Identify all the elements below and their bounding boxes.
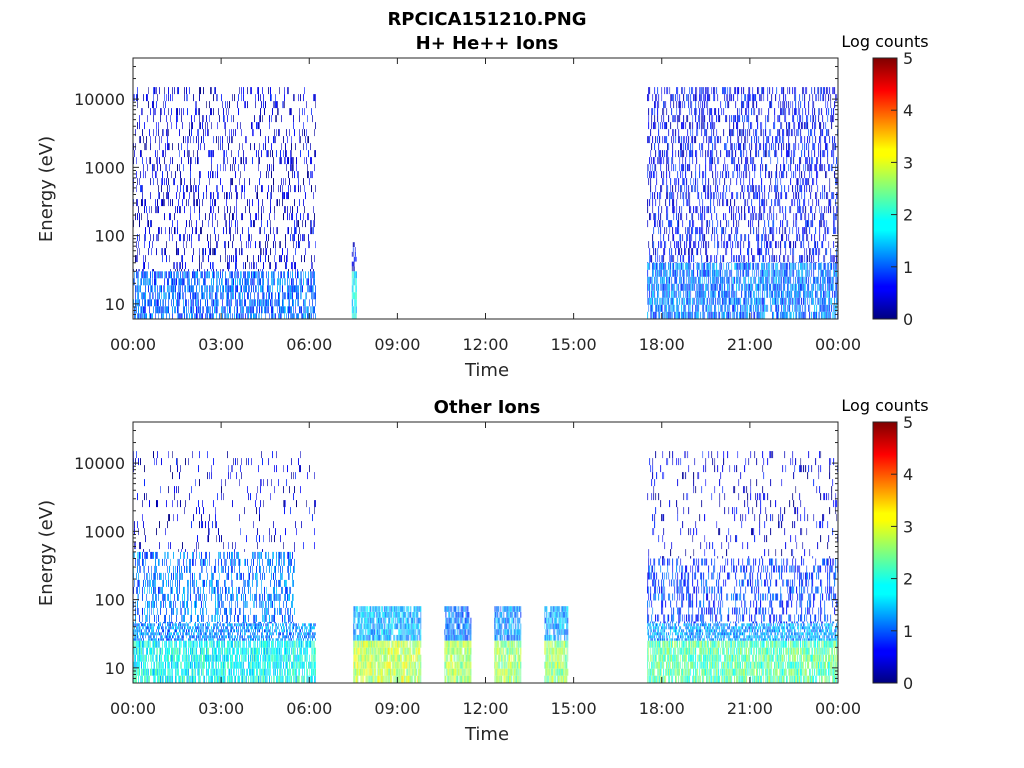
y-axis: 10 100 1000 10000 (74, 57, 838, 320)
x-tick-label: 00:00 (110, 335, 156, 354)
x-tick-label: 21:00 (727, 335, 773, 354)
colorbar-tick-label: 4 (903, 101, 913, 120)
x-tick-label: 00:00 (815, 335, 861, 354)
colorbar-ticks: 0 1 2 3 4 5 (891, 49, 913, 329)
y-axis-label: Energy (eV) (36, 500, 57, 606)
colorbar-tick-label: 2 (903, 570, 913, 589)
spectrogram-region (444, 640, 472, 683)
colorbar-tick-label: 4 (903, 465, 913, 484)
x-tick-label: 03:00 (198, 699, 244, 718)
x-tick-label: 06:00 (286, 335, 332, 354)
spectrogram-region (494, 640, 522, 683)
spectrogram-region (544, 640, 569, 683)
x-tick-label: 06:00 (286, 699, 332, 718)
x-tick-label: 12:00 (462, 699, 508, 718)
spectrogram-region (647, 262, 839, 319)
spectrogram-region (351, 271, 357, 319)
spectrogram-region (544, 606, 569, 641)
x-tick-label: 00:00 (110, 699, 156, 718)
spectrogram-region (133, 640, 316, 683)
x-tick-label: 15:00 (551, 699, 597, 718)
colorbar-ticks: 0 1 2 3 4 5 (891, 413, 913, 693)
y-tick-label: 1000 (84, 158, 125, 177)
x-tick-label: 00:00 (815, 699, 861, 718)
colorbar-tick-label: 0 (903, 310, 913, 329)
y-tick-label: 10000 (74, 454, 125, 473)
y-axis-label: Energy (eV) (36, 136, 57, 242)
x-axis: 00:00 03:00 06:00 09:00 12:00 15:00 18:00 21:00… (110, 58, 861, 354)
spectrogram-region (353, 606, 422, 641)
colorbar: Log counts 0 1 2 3 4 5 (841, 396, 928, 693)
panel-title: Other Ions (434, 397, 541, 418)
x-tick-label: 18:00 (639, 335, 685, 354)
spectrogram-area (133, 451, 839, 683)
spectrogram-region (647, 87, 839, 263)
x-tick-label: 09:00 (374, 335, 420, 354)
spectrogram-region (647, 451, 839, 559)
colorbar-tick-label: 5 (903, 413, 913, 432)
colorbar-tick-label: 1 (903, 258, 913, 277)
figure-title: RPCICA151210.PNG (387, 9, 586, 30)
spectrogram-region (133, 87, 316, 272)
x-tick-label: 09:00 (374, 699, 420, 718)
y-tick-label: 10 (105, 659, 125, 678)
spectrogram-region (133, 451, 316, 552)
colorbar-tick-label: 1 (903, 622, 913, 641)
spectrogram-region (647, 623, 839, 641)
x-tick-label: 21:00 (727, 699, 773, 718)
panel-title: H+ He++ Ions (416, 33, 559, 54)
spectrogram-region (353, 640, 422, 683)
spectrogram-region (647, 558, 839, 624)
x-axis: 00:00 03:00 06:00 09:00 12:00 15:00 18:00 21:00… (110, 422, 861, 718)
y-axis: 10 100 1000 10000 (74, 421, 838, 684)
colorbar-tick-label: 3 (903, 517, 913, 536)
x-tick-label: 03:00 (198, 335, 244, 354)
y-tick-label: 10 (105, 295, 125, 314)
colorbar: Log counts 0 1 2 3 4 5 (841, 32, 928, 329)
x-axis-label: Time (464, 360, 509, 381)
spectrogram-region (133, 551, 295, 624)
spectrogram-region (351, 242, 357, 272)
y-tick-label: 100 (94, 227, 125, 246)
x-tick-label: 18:00 (639, 699, 685, 718)
colorbar-tick-label: 5 (903, 49, 913, 68)
colorbar-tick-label: 0 (903, 674, 913, 693)
x-axis-label: Time (464, 724, 509, 745)
x-tick-label: 12:00 (462, 335, 508, 354)
colorbar-tick-label: 2 (903, 206, 913, 225)
colorbar-gradient (872, 57, 898, 320)
y-tick-label: 10000 (74, 90, 125, 109)
spectrogram-region (133, 271, 316, 319)
spectrogram-region (444, 606, 472, 641)
colorbar-tick-label: 3 (903, 153, 913, 172)
colorbar-label: Log counts (841, 32, 928, 51)
y-tick-label: 1000 (84, 522, 125, 541)
spectrogram-area (133, 87, 839, 319)
colorbar-label: Log counts (841, 396, 928, 415)
colorbar-gradient (872, 421, 898, 684)
spectrogram-region (647, 640, 839, 683)
spectrogram-region (494, 606, 522, 641)
y-tick-label: 100 (94, 591, 125, 610)
x-tick-label: 15:00 (551, 335, 597, 354)
spectrogram-region (133, 623, 316, 641)
